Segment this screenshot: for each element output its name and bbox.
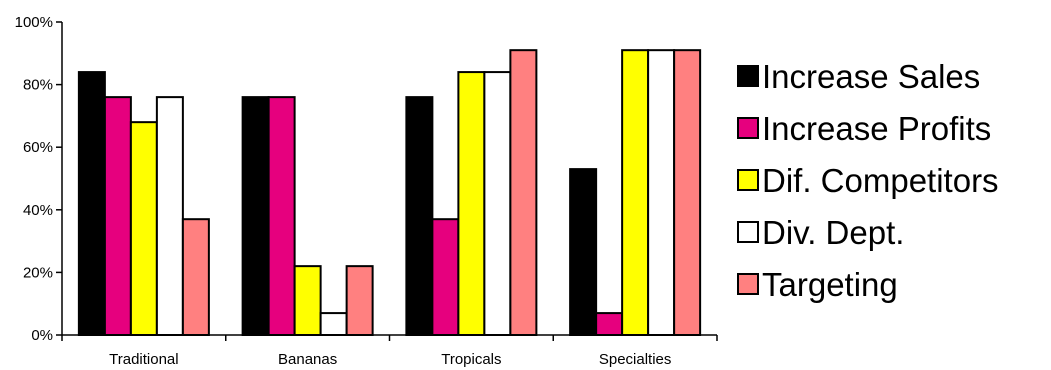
legend-item: Increase Sales [737, 58, 980, 95]
legend-label: Increase Sales [762, 58, 980, 95]
bar-traditional-0 [77, 71, 106, 337]
bar-tropicals-4 [509, 49, 538, 336]
bar-specialties-0 [569, 168, 598, 336]
legend-swatch [737, 65, 759, 87]
legend-label: Dif. Competitors [762, 162, 999, 199]
y-tick-label: 80% [23, 77, 53, 94]
bar-bananas-2 [293, 265, 322, 337]
x-tick-label: Specialties [599, 351, 672, 368]
legend-swatch [737, 273, 759, 295]
legend-item: Div. Dept. [737, 214, 904, 251]
y-tick-label: 60% [23, 139, 53, 156]
bar-tropicals-3 [483, 71, 512, 337]
legend-swatch [737, 117, 759, 139]
bar-tropicals-2 [457, 71, 486, 337]
bar-specialties-3 [647, 49, 676, 336]
legend: Increase Sales Increase Profits Dif. Compe… [737, 58, 999, 303]
y-tick-label: 40% [23, 202, 53, 219]
legend-item: Increase Profits [737, 110, 991, 147]
legend-label: Div. Dept. [762, 214, 904, 251]
x-tick-label: Bananas [278, 351, 337, 368]
legend-swatch [737, 169, 759, 191]
bar-traditional-4 [181, 218, 210, 336]
bar-bananas-0 [241, 96, 270, 337]
bar-tropicals-1 [431, 218, 460, 336]
axes-group: Traditional Bananas Tropicals Specialties 0%… [15, 14, 718, 368]
bar-specialties-4 [673, 49, 702, 336]
bar-traditional-3 [155, 96, 184, 337]
bars-group [77, 49, 702, 337]
bar-bananas-1 [267, 96, 296, 337]
y-tick-label: 0% [31, 327, 53, 344]
x-tick-label: Tropicals [441, 351, 501, 368]
bar-traditional-2 [129, 121, 158, 336]
legend-label: Increase Profits [762, 110, 991, 147]
legend-item: Dif. Competitors [737, 162, 999, 199]
bar-specialties-1 [595, 312, 624, 336]
bar-bananas-3 [319, 312, 348, 336]
y-tick-label: 100% [15, 14, 53, 31]
bar-traditional-1 [103, 96, 132, 337]
legend-swatch [737, 221, 759, 243]
bar-specialties-2 [621, 49, 650, 336]
legend-item: Targeting [737, 266, 898, 303]
bar-tropicals-0 [405, 96, 434, 337]
bar-bananas-4 [345, 265, 374, 337]
x-tick-label: Traditional [109, 351, 178, 368]
y-tick-label: 20% [23, 264, 53, 281]
legend-label: Targeting [762, 266, 898, 303]
